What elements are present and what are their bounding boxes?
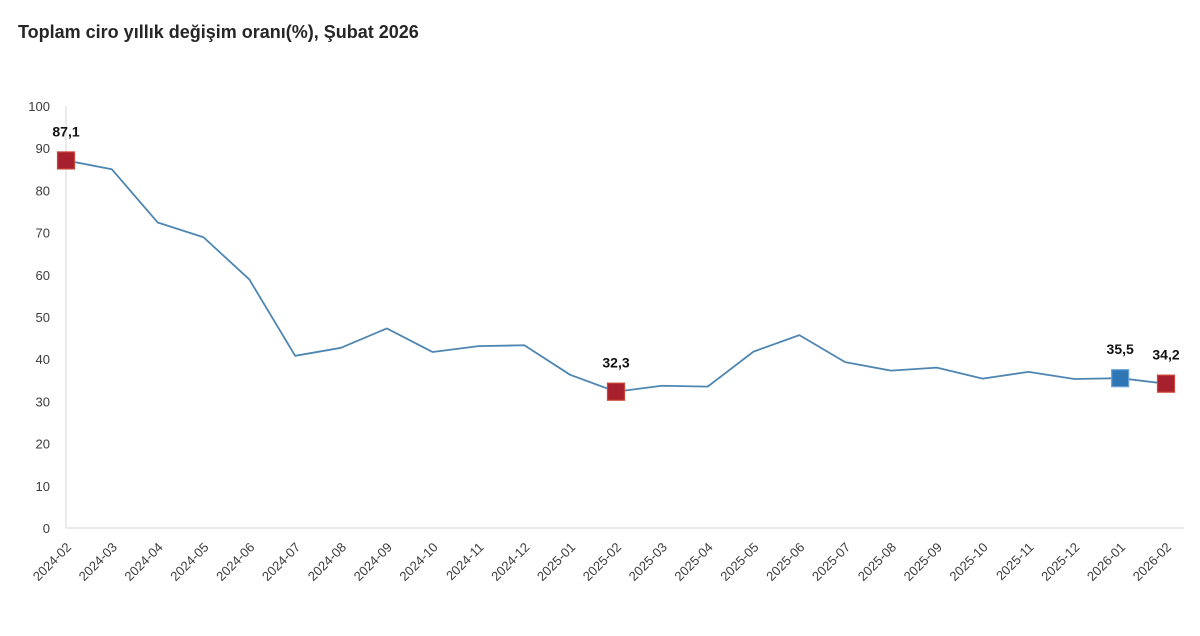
y-tick-label: 40 — [36, 352, 50, 367]
x-tick-label: 2025-11 — [993, 540, 1037, 584]
x-tick-label: 2024-06 — [213, 540, 257, 584]
y-tick-label: 70 — [36, 226, 50, 241]
x-tick-label: 2026-01 — [1084, 540, 1128, 584]
x-tick-label: 2025-01 — [534, 540, 578, 584]
x-tick-label: 2024-03 — [76, 540, 120, 584]
x-tick-label: 2025-12 — [1038, 540, 1082, 584]
highlight-value-label: 35,5 — [1107, 341, 1134, 357]
x-tick-label: 2025-04 — [671, 540, 715, 584]
highlight-value-label: 34,2 — [1152, 347, 1179, 363]
highlight-marker — [1156, 374, 1176, 393]
x-tick-label: 2024-02 — [30, 540, 74, 584]
y-tick-label: 50 — [36, 310, 50, 325]
highlight-value-label: 32,3 — [602, 355, 629, 371]
x-tick-label: 2026-02 — [1130, 540, 1174, 584]
x-tick-label: 2024-05 — [167, 540, 211, 584]
x-tick-label: 2024-07 — [259, 540, 303, 584]
x-tick-label: 2025-08 — [855, 540, 899, 584]
highlight-marker — [56, 151, 76, 170]
y-tick-label: 30 — [36, 394, 50, 409]
y-tick-label: 80 — [36, 183, 50, 198]
x-tick-label: 2025-06 — [763, 540, 807, 584]
x-tick-label: 2024-08 — [305, 540, 349, 584]
y-tick-label: 20 — [36, 437, 50, 452]
y-tick-label: 0 — [43, 521, 50, 536]
chart-title: Toplam ciro yıllık değişim oranı(%), Şub… — [18, 22, 419, 42]
x-tick-label: 2025-03 — [626, 540, 670, 584]
x-tick-label: 2024-11 — [443, 540, 487, 584]
x-tick-label: 2024-12 — [488, 540, 532, 584]
x-tick-label: 2024-09 — [351, 540, 395, 584]
x-tick-label: 2025-02 — [580, 540, 624, 584]
x-tick-label: 2025-09 — [901, 540, 945, 584]
y-tick-label: 100 — [28, 99, 50, 114]
x-tick-label: 2025-05 — [717, 540, 761, 584]
y-tick-label: 60 — [36, 268, 50, 283]
x-tick-label: 2025-10 — [946, 540, 990, 584]
y-tick-label: 90 — [36, 141, 50, 156]
x-tick-label: 2024-10 — [396, 540, 440, 584]
y-tick-label: 10 — [36, 479, 50, 494]
highlight-marker — [1111, 369, 1130, 388]
x-tick-label: 2025-07 — [809, 540, 853, 584]
x-tick-label: 2024-04 — [121, 540, 165, 584]
highlight-marker — [606, 382, 626, 401]
highlight-value-label: 87,1 — [52, 123, 79, 139]
